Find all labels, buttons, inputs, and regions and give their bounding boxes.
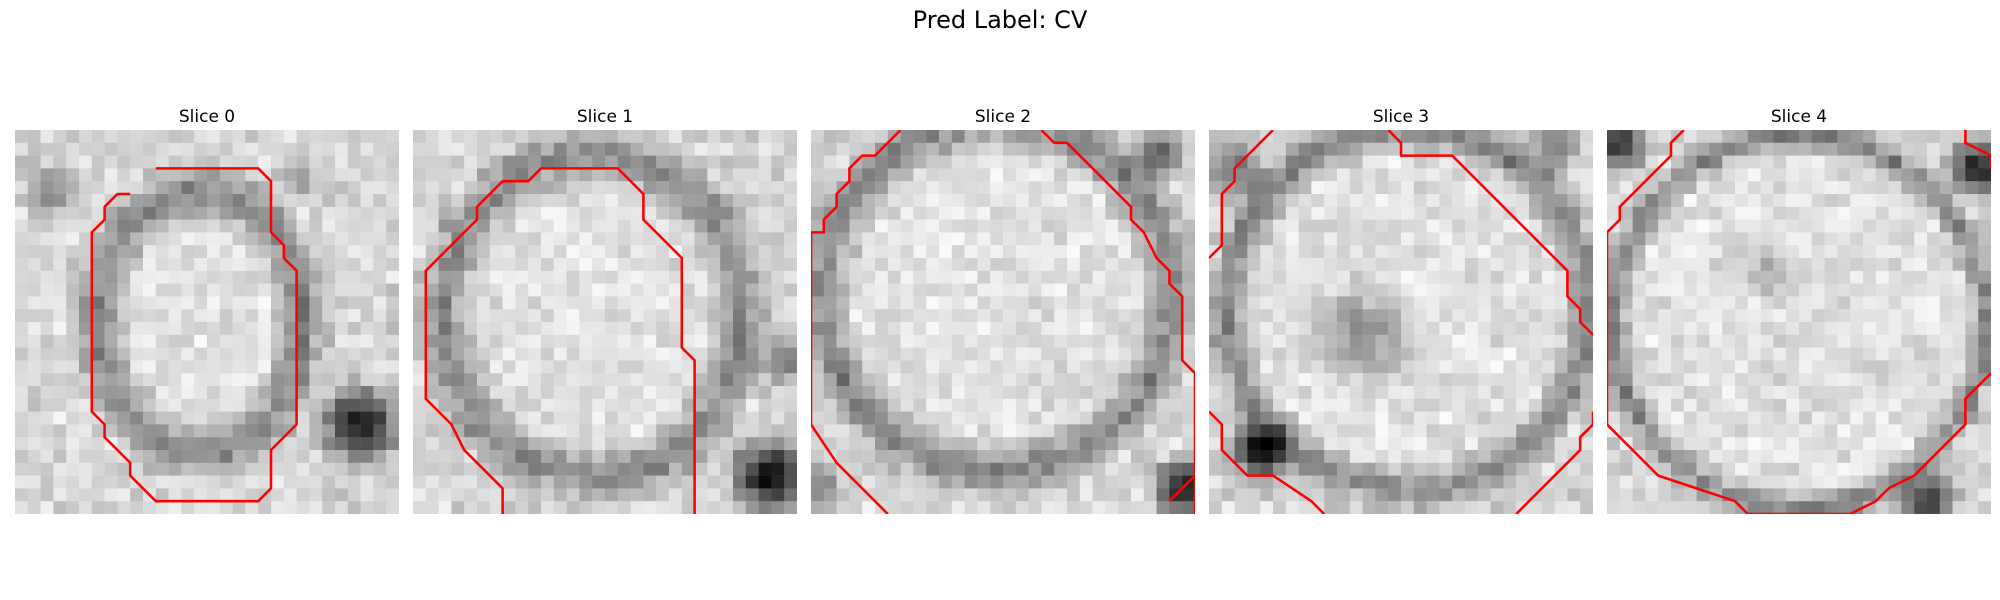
slice-panel-2: Slice 2	[811, 104, 1195, 514]
slice-title: Slice 0	[178, 107, 236, 127]
pixel-grid	[1209, 130, 1593, 514]
slice-panel-0: Slice 0	[15, 104, 399, 514]
contour-line	[1515, 411, 1593, 514]
slice-title: Slice 1	[576, 107, 634, 127]
contour-line	[1209, 410, 1326, 514]
slice-image	[15, 130, 399, 514]
slice-title: Slice 2	[974, 107, 1032, 127]
slice-image	[413, 130, 797, 514]
slice-title: Slice 4	[1770, 107, 1828, 127]
slice-panel-3: Slice 3	[1209, 104, 1593, 514]
slice-title: Slice 3	[1372, 107, 1430, 127]
contour-line	[1168, 474, 1195, 503]
contour-line	[1964, 130, 1991, 169]
slice-image	[1607, 130, 1991, 514]
contour-line	[1387, 130, 1593, 336]
slice-panel-1: Slice 1	[413, 104, 797, 514]
pixel-grid	[811, 130, 1195, 514]
contour-line	[1607, 130, 1991, 514]
contour-line	[1209, 130, 1274, 259]
slice-image	[1209, 130, 1593, 514]
slice-image	[811, 130, 1195, 514]
contour-line	[1040, 130, 1195, 514]
pixel-grid	[15, 130, 399, 514]
figure-title: Pred Label: CV	[912, 6, 1088, 34]
slice-panel-4: Slice 4	[1607, 104, 1991, 514]
pixel-grid	[413, 130, 797, 514]
contour-line	[90, 167, 298, 503]
contour-line	[424, 167, 696, 514]
contour-line	[811, 130, 902, 514]
